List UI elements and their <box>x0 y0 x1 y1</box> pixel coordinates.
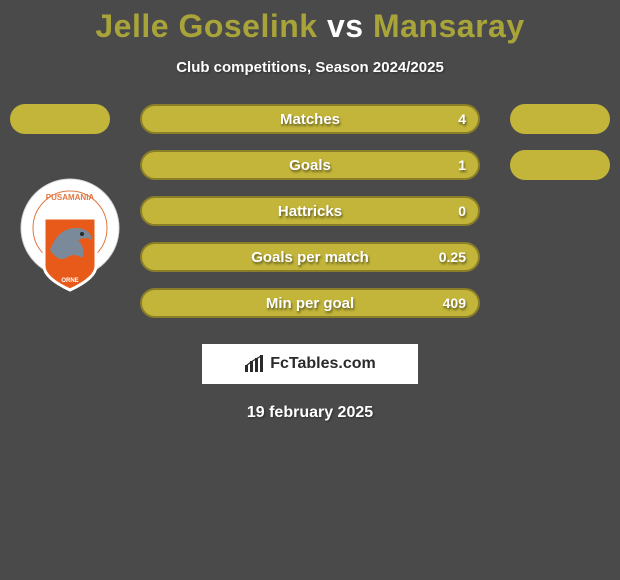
stat-row: Goals 1 <box>0 150 620 180</box>
center-bar: Goals per match <box>140 242 480 272</box>
team-badge: PUSAMANIA ORNE <box>20 178 120 292</box>
brand-box[interactable]: FcTables.com <box>202 344 418 384</box>
stat-row: Min per goal 409 <box>0 288 620 318</box>
center-bar: Goals <box>140 150 480 180</box>
svg-text:PUSAMANIA: PUSAMANIA <box>46 193 95 202</box>
stat-value: 409 <box>443 295 466 311</box>
center-bar: Min per goal <box>140 288 480 318</box>
chart-bars-icon <box>244 355 264 373</box>
stat-value: 0.25 <box>439 249 466 265</box>
center-bar: Hattricks <box>140 196 480 226</box>
vs-text: vs <box>327 8 364 44</box>
team-badge-svg: PUSAMANIA ORNE <box>20 178 120 292</box>
subtitle: Club competitions, Season 2024/2025 <box>0 59 620 76</box>
stat-value: 1 <box>458 157 466 173</box>
date-text: 19 february 2025 <box>0 404 620 422</box>
right-bar <box>510 150 610 180</box>
svg-text:ORNE: ORNE <box>61 278 78 284</box>
stat-label: Matches <box>280 111 340 128</box>
right-bar <box>510 104 610 134</box>
stat-label: Goals per match <box>251 249 369 266</box>
comparison-title: Jelle Goselink vs Mansaray <box>0 0 620 45</box>
brand-text: FcTables.com <box>270 355 376 373</box>
stat-value: 4 <box>458 111 466 127</box>
player1-name: Jelle Goselink <box>95 8 317 44</box>
stat-row: Matches 4 <box>0 104 620 134</box>
player2-name: Mansaray <box>373 8 525 44</box>
stat-value: 0 <box>458 203 466 219</box>
stat-label: Goals <box>289 157 331 174</box>
stat-label: Min per goal <box>266 295 354 312</box>
center-bar: Matches <box>140 104 480 134</box>
left-bar <box>10 104 110 134</box>
stat-label: Hattricks <box>278 203 342 220</box>
